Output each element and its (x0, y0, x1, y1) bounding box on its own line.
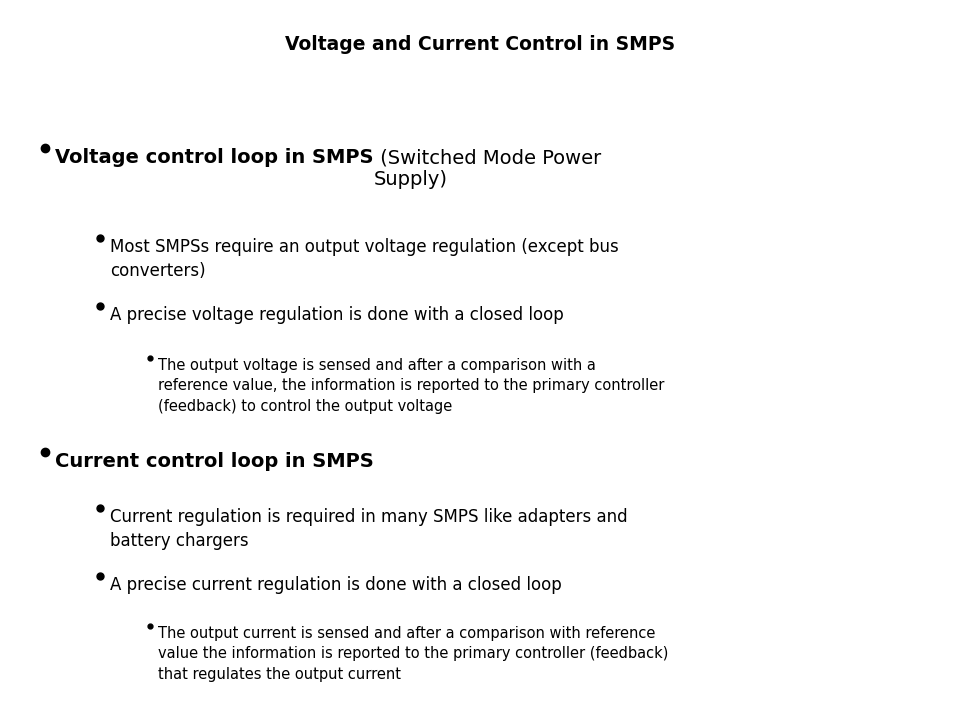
Text: A precise current regulation is done with a closed loop: A precise current regulation is done wit… (110, 576, 562, 594)
Text: The output current is sensed and after a comparison with reference
value the inf: The output current is sensed and after a… (158, 626, 668, 682)
Text: (Switched Mode Power
Supply): (Switched Mode Power Supply) (373, 148, 601, 189)
Text: Voltage control loop in SMPS: Voltage control loop in SMPS (55, 148, 373, 167)
Text: A precise voltage regulation is done with a closed loop: A precise voltage regulation is done wit… (110, 306, 564, 324)
Text: Current control loop in SMPS: Current control loop in SMPS (55, 452, 373, 471)
Text: Voltage and Current Control in SMPS: Voltage and Current Control in SMPS (285, 35, 675, 54)
Text: Most SMPSs require an output voltage regulation (except bus
converters): Most SMPSs require an output voltage reg… (110, 238, 619, 280)
Text: Current regulation is required in many SMPS like adapters and
battery chargers: Current regulation is required in many S… (110, 508, 628, 550)
Text: The output voltage is sensed and after a comparison with a
reference value, the : The output voltage is sensed and after a… (158, 358, 664, 414)
